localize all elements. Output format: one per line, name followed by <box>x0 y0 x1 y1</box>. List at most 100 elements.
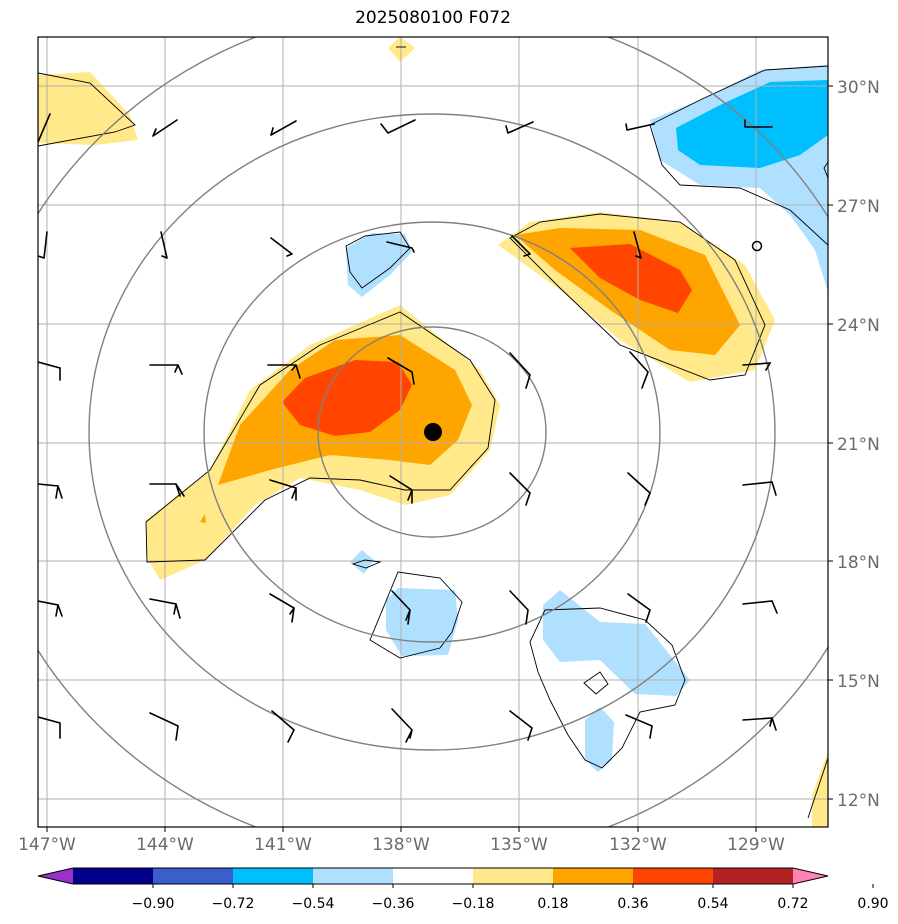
positive-anomaly-light <box>38 72 138 145</box>
colorbar-label: −0.72 <box>212 896 255 912</box>
wind-barb <box>505 121 534 134</box>
wind-barb <box>509 710 533 741</box>
colorbar-label: −0.36 <box>372 896 415 912</box>
wind-barb <box>149 364 183 375</box>
colorbar-label: −0.18 <box>452 896 495 912</box>
wind-barb <box>633 231 642 259</box>
contour-line <box>823 161 828 179</box>
colorbar-segment <box>473 868 553 884</box>
wind-barb <box>627 472 651 506</box>
wind-barb <box>742 600 778 614</box>
positive-anomaly-strong <box>282 360 412 436</box>
wind-barb <box>149 598 181 619</box>
wind-barb <box>38 361 61 381</box>
colorbar-segment <box>393 868 473 884</box>
wind-barb <box>625 123 655 131</box>
colorbar-label: −0.54 <box>292 896 335 912</box>
wind-barb <box>391 708 413 743</box>
colorbar-segment <box>553 868 633 884</box>
wind-barb <box>629 351 649 389</box>
lat-label: 27°N <box>837 197 880 217</box>
contour-line <box>509 213 766 381</box>
colorbar: −0.90 −0.72 −0.54 −0.36 −0.18 0.18 0.36 0.54 0.7… <box>37 867 889 912</box>
range-ring <box>88 113 776 751</box>
wind-barb <box>271 710 295 743</box>
colorbar-extend-low <box>38 868 73 884</box>
map-frame <box>37 36 829 828</box>
wind-barb <box>38 716 61 739</box>
wind-barb <box>160 231 168 259</box>
wind-barb <box>627 593 651 623</box>
colorbar-label: 0.90 <box>857 896 888 912</box>
lat-label: 30°N <box>837 78 880 98</box>
map-title: 2025080100 F072 <box>355 8 511 28</box>
lat-label: 24°N <box>837 316 880 336</box>
contour-line <box>807 757 828 819</box>
wind-barb <box>270 120 297 136</box>
wind-barb <box>742 481 777 496</box>
lon-label: 138°W <box>372 835 430 855</box>
contour-line <box>583 671 609 695</box>
wind-barb <box>511 235 531 257</box>
lat-label: 21°N <box>837 435 880 455</box>
colorbar-outline <box>37 867 829 885</box>
wind-barb <box>152 119 178 137</box>
contour-line <box>351 559 382 569</box>
wind-barb <box>744 119 773 128</box>
contour-line <box>38 72 136 147</box>
lon-axis <box>46 827 757 832</box>
positive-anomaly-light <box>812 752 828 827</box>
positive-anomaly-medium <box>200 514 206 523</box>
colorbar-segment <box>633 868 713 884</box>
negative-anomaly-light <box>350 550 374 574</box>
wind-barb <box>387 357 415 385</box>
lat-label: 12°N <box>837 791 880 811</box>
positive-anomaly-strong <box>570 244 692 313</box>
colorbar-segment <box>153 868 233 884</box>
wind-barb <box>38 600 63 617</box>
colorbar-label: 0.36 <box>617 896 648 912</box>
wind-barb <box>509 352 531 389</box>
wind-barbs <box>38 113 778 743</box>
colorbar-label: 0.18 <box>537 896 568 912</box>
lon-label: 141°W <box>254 835 312 855</box>
colorbar-label: 0.72 <box>777 896 808 912</box>
negative-anomaly-light <box>585 707 614 772</box>
wind-barb <box>149 712 179 741</box>
wind-barb <box>38 231 48 259</box>
wind-barb <box>509 472 531 506</box>
negative-anomaly-light <box>346 233 412 297</box>
colorbar-label: −0.90 <box>132 896 175 912</box>
lat-label: 18°N <box>837 553 880 573</box>
contour-line <box>345 231 411 289</box>
negative-anomaly-light <box>386 588 458 656</box>
wind-barb <box>38 113 51 143</box>
range-rings <box>38 37 828 827</box>
wind-barb <box>386 241 415 253</box>
contour-line <box>529 607 686 769</box>
wind-barb <box>625 714 653 739</box>
colorbar-segment <box>233 868 313 884</box>
negative-anomaly-light <box>543 590 690 696</box>
wind-barb <box>270 237 293 257</box>
storm-center-marker <box>424 423 442 441</box>
wind-barb <box>149 483 185 497</box>
wind-barb <box>391 590 411 625</box>
wind-barb <box>267 364 301 379</box>
lat-axis <box>828 85 833 800</box>
range-ring <box>317 326 547 538</box>
lon-label: 144°W <box>136 835 194 855</box>
lon-label: 132°W <box>609 835 667 855</box>
negative-anomaly-medium <box>676 80 828 168</box>
wind-barb <box>509 590 529 625</box>
wind-barb <box>742 717 777 731</box>
lon-label: 135°W <box>490 835 548 855</box>
colorbar-segment <box>313 868 393 884</box>
lon-label: 147°W <box>18 835 76 855</box>
wind-barb <box>269 479 297 501</box>
wind-barb <box>389 475 413 504</box>
station-marker <box>751 240 763 252</box>
wind-barb <box>269 593 295 623</box>
colorbar-segment <box>713 868 793 884</box>
contour-line <box>649 65 828 246</box>
